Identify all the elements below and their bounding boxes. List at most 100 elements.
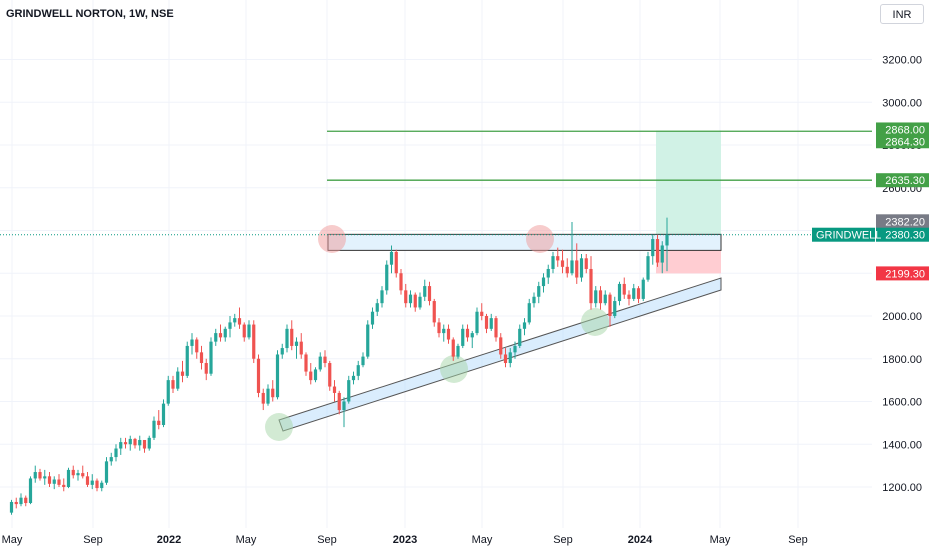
candle <box>385 260 389 295</box>
candle <box>456 343 460 359</box>
candle <box>14 497 18 509</box>
candle-body <box>271 388 275 398</box>
candle <box>252 320 256 364</box>
candle <box>579 254 584 282</box>
candle <box>28 476 33 505</box>
candle-body <box>109 457 113 462</box>
candle-body <box>185 345 189 376</box>
time-tick-label: May <box>236 534 257 546</box>
candle <box>418 292 422 310</box>
candle-body <box>161 403 166 426</box>
price-tick-label: 2000.00 <box>882 311 922 323</box>
candle <box>541 273 546 293</box>
candle <box>470 330 474 349</box>
candle <box>38 468 42 481</box>
candle <box>109 452 113 466</box>
candle-body <box>157 420 161 426</box>
candle-body <box>437 322 441 334</box>
candle-body <box>575 260 579 278</box>
price-label-stop: 2199.30 <box>885 268 925 280</box>
candle-body <box>47 476 52 484</box>
pivot-marker <box>440 355 468 383</box>
candle <box>389 245 394 274</box>
candle-body <box>247 324 251 338</box>
grid <box>0 0 872 528</box>
candle-body <box>142 439 147 449</box>
candle-body <box>613 301 617 316</box>
time-axis[interactable]: May Sep 2022 May Sep 2023 May Sep 2024 May Sep <box>2 534 808 546</box>
candle-body <box>190 339 194 346</box>
candle-body <box>318 356 322 370</box>
candle-body <box>636 288 641 299</box>
candle-body <box>9 501 14 513</box>
time-tick-label: Sep <box>83 534 103 546</box>
candle <box>375 298 379 316</box>
candle <box>9 499 14 515</box>
candle-body <box>356 365 360 376</box>
candle <box>427 281 432 306</box>
candle-body <box>513 345 517 353</box>
candle <box>660 241 664 274</box>
candle <box>76 469 80 481</box>
candle <box>318 352 322 372</box>
candle <box>275 350 280 400</box>
candle <box>380 286 384 308</box>
candle <box>161 399 166 428</box>
candle <box>166 375 170 406</box>
candle-body <box>233 318 237 323</box>
candle-body <box>475 311 479 334</box>
candle-body <box>337 392 341 411</box>
candle <box>304 352 308 376</box>
candle <box>233 313 237 327</box>
candle <box>465 324 470 342</box>
candle <box>271 380 275 402</box>
candle-body <box>556 256 560 261</box>
candle <box>575 243 579 284</box>
candle <box>632 283 636 302</box>
candle-body <box>176 371 180 389</box>
candle-body <box>95 480 99 489</box>
candle-body <box>494 318 498 338</box>
candle-body <box>133 438 137 446</box>
candle <box>157 410 161 430</box>
candle-body <box>503 354 508 364</box>
candle-body <box>375 303 379 312</box>
candle-body <box>214 333 218 342</box>
price-tick-label: 1200.00 <box>882 482 922 494</box>
candle <box>608 292 612 327</box>
candle <box>399 268 403 295</box>
candle <box>356 360 360 381</box>
candle-body <box>366 324 370 357</box>
candle-body <box>418 296 422 308</box>
candle-body <box>100 482 104 489</box>
candle <box>43 469 47 485</box>
candle <box>461 324 465 349</box>
candle <box>366 320 370 359</box>
candle-body <box>641 279 645 299</box>
candle-body <box>598 290 603 304</box>
currency-selector[interactable]: INR <box>880 4 924 24</box>
candle-body <box>399 273 403 291</box>
candle-body <box>14 501 18 505</box>
price-label-target-1: 2864.30 <box>885 136 925 148</box>
candle <box>247 320 251 340</box>
candle-body <box>622 283 626 295</box>
candle-body <box>456 345 460 357</box>
price-axis[interactable]: 1200.001400.001600.001800.002000.002200.… <box>812 55 929 495</box>
candle-body <box>389 251 394 265</box>
candle <box>532 292 536 308</box>
candle <box>81 465 85 479</box>
candle-body <box>489 318 493 329</box>
candle-body <box>461 328 465 346</box>
time-tick-label: Sep <box>788 534 808 546</box>
candle-body <box>351 375 356 381</box>
candle <box>518 324 522 349</box>
candle-body <box>90 480 94 485</box>
candle-body <box>33 472 37 479</box>
candle <box>413 292 417 312</box>
candle <box>209 337 213 376</box>
candle-body <box>627 294 631 299</box>
price-tick-label: 3000.00 <box>882 97 922 109</box>
